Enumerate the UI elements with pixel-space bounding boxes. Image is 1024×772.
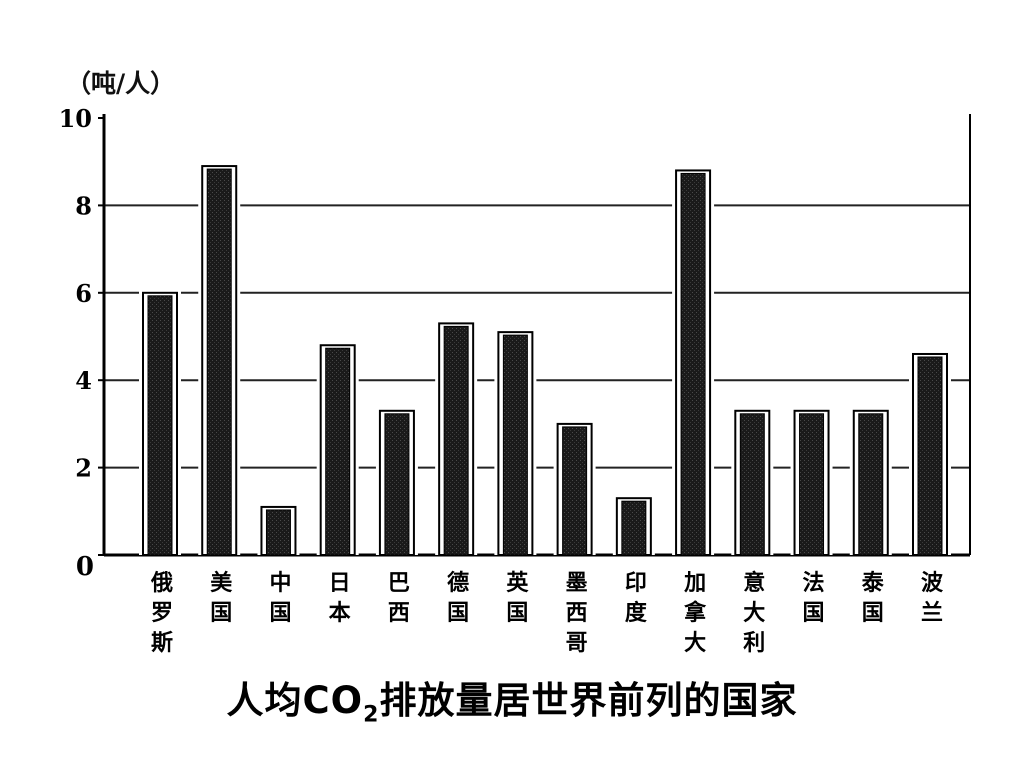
bar-fill — [562, 426, 588, 556]
bar-14 — [909, 351, 951, 557]
bar-fill — [917, 356, 943, 556]
x-tick-label-14: 波兰 — [921, 571, 944, 626]
x-tick-label-7: 英国 — [506, 571, 529, 626]
x-tick-label-6: 德国 — [447, 570, 469, 626]
bar-fill — [384, 413, 410, 556]
x-tick-label-3: 中国 — [269, 571, 291, 626]
x-tick-label-5: 巴西 — [388, 571, 410, 626]
y-tick-label-10: 10 — [59, 104, 92, 133]
bar-fill — [739, 413, 765, 556]
bar-5 — [375, 408, 418, 557]
bar-2 — [198, 164, 241, 556]
x-tick-label-11: 意大利 — [743, 570, 765, 656]
bar-fill — [206, 168, 232, 556]
bars — [139, 164, 951, 557]
bar-1 — [139, 290, 181, 556]
x-tick-label-1: 俄罗斯 — [150, 571, 173, 656]
bar-fill — [621, 500, 647, 556]
bar-fill — [443, 325, 469, 556]
bar-7 — [494, 330, 537, 556]
y-tick-label-8: 8 — [75, 191, 92, 220]
bar-fill — [265, 509, 291, 556]
bar-fill — [799, 413, 825, 556]
bar-11 — [731, 408, 774, 557]
x-tick-label-8: 墨西哥 — [566, 571, 588, 656]
bar-fill — [502, 334, 528, 556]
x-tick-label-12: 法国 — [803, 571, 825, 626]
y-tick-label-0: 0 — [76, 552, 94, 582]
y-tick-labels: 0 2 4 6 8 10 — [59, 104, 104, 582]
chart-title-subscript: 2 — [363, 702, 380, 728]
bar-fill — [325, 347, 351, 556]
bar-4 — [316, 343, 359, 556]
bar-13 — [849, 408, 892, 557]
bar-3 — [257, 504, 300, 556]
bar-10 — [672, 168, 715, 556]
x-tick-label-4: 日本 — [329, 571, 351, 626]
bar-6 — [435, 321, 478, 557]
x-tick-label-10: 加拿大 — [683, 571, 707, 656]
bar-8 — [553, 421, 596, 556]
y-tick-label-6: 6 — [75, 279, 92, 308]
chart-title: 人均CO2排放量居世界前列的国家 — [0, 670, 1024, 727]
bar-12 — [790, 408, 833, 557]
chart-title-main: 人均CO — [226, 679, 364, 722]
y-tick-label-2: 2 — [75, 454, 92, 483]
bar-fill — [858, 413, 884, 556]
bar-fill — [680, 172, 706, 556]
chart-title-rest: 排放量居世界前列的国家 — [379, 679, 798, 722]
x-tick-label-9: 印度 — [625, 571, 648, 626]
bar-fill — [147, 295, 173, 556]
bar-9 — [612, 496, 655, 557]
y-axis-unit-label: （吨/人） — [66, 69, 176, 98]
x-tick-label-13: 泰国 — [861, 571, 885, 626]
x-tick-label-2: 美国 — [210, 570, 233, 626]
y-tick-label-4: 4 — [75, 366, 92, 395]
